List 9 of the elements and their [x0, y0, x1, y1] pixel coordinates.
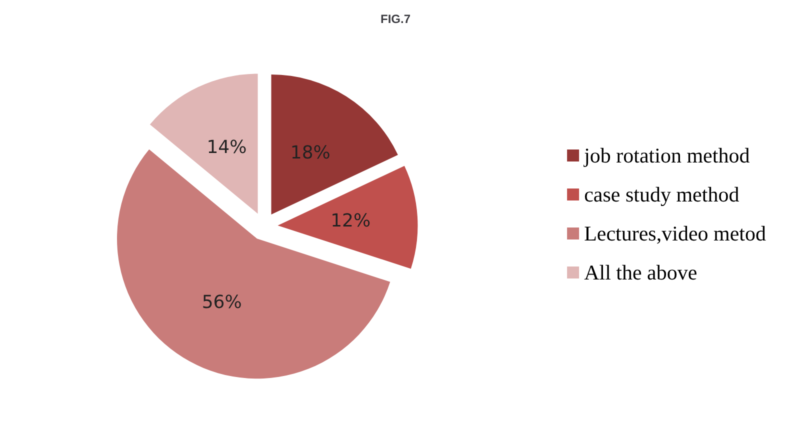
legend-label: All the above: [584, 260, 698, 284]
legend-label: job rotation method: [583, 144, 750, 168]
chart-title: FIG.7: [380, 12, 411, 26]
data-label: 12%: [330, 210, 371, 232]
data-label: 14%: [206, 137, 247, 158]
data-label: 56%: [202, 292, 242, 314]
legend-label: case study method: [584, 182, 740, 206]
legend-label: Lectures,video metod: [584, 222, 766, 246]
data-label: 18%: [290, 142, 330, 164]
